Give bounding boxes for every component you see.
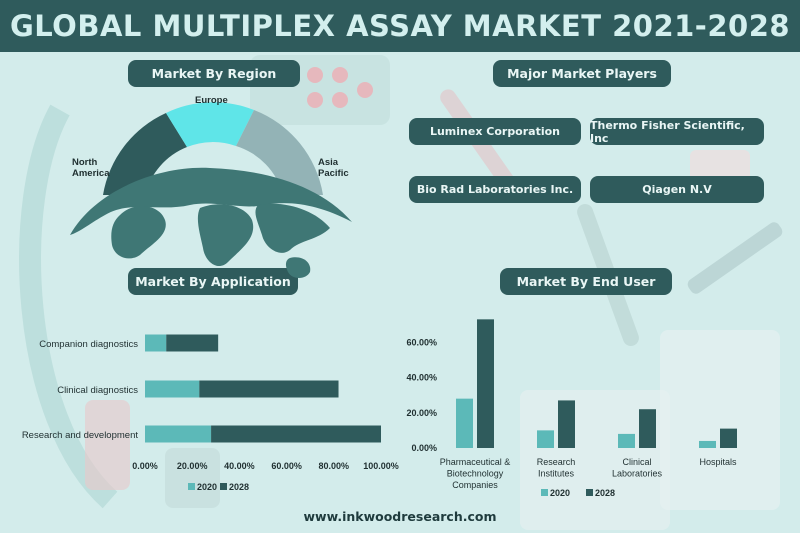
enduser-category-label: Clinical Laboratories [612, 457, 663, 479]
region-arc-north-america [103, 113, 187, 195]
player-qiagen: Qiagen N.V [590, 176, 764, 203]
section-end-user: Market By End User [500, 268, 672, 295]
enduser-category-label: Pharmaceutical & Biotechnology Companies [440, 457, 511, 490]
app-xtick-label: 40.00% [224, 461, 255, 471]
player-thermo-fisher: Thermo Fisher Scientific, Inc [590, 118, 764, 145]
enduser-bar-2020 [537, 430, 554, 448]
section-application: Market By Application [128, 268, 298, 295]
app-legend-swatch-2020 [188, 483, 195, 490]
app-category-label: Companion diagnostics [39, 339, 138, 350]
enduser-ytick-label: 60.00% [406, 337, 437, 347]
enduser-bar-2028 [477, 319, 494, 448]
enduser-bar-2020 [618, 433, 635, 448]
enduser-ytick-label: 20.00% [406, 408, 437, 418]
app-xtick-label: 100.00% [363, 461, 399, 471]
app-bar-2028 [211, 425, 381, 443]
enduser-bar-2020 [699, 440, 716, 448]
enduser-category-label: Research Institutes [537, 457, 576, 479]
app-category-label: Research and development [22, 430, 139, 441]
enduser-ytick-label: 0.00% [411, 443, 437, 453]
app-xtick-label: 80.00% [319, 461, 350, 471]
app-bar-2020 [145, 425, 212, 443]
enduser-legend-label: 2028 [595, 488, 615, 498]
player-luminex: Luminex Corporation [409, 118, 581, 145]
enduser-legend-swatch-2020 [541, 489, 548, 496]
enduser-category-label: Hospitals [699, 457, 737, 467]
app-xtick-label: 20.00% [177, 461, 208, 471]
region-label-europe: Europe [195, 95, 228, 106]
app-category-label: Clinical diagnostics [57, 385, 138, 396]
enduser-ytick-label: 40.00% [406, 373, 437, 383]
app-legend-label: 2020 [197, 482, 217, 492]
page-title: GLOBAL MULTIPLEX ASSAY MARKET 2021-2028 [9, 9, 791, 43]
region-arc-asia-pacific [236, 110, 323, 195]
enduser-bar-2028 [558, 400, 575, 448]
globe-map [70, 167, 352, 278]
section-region: Market By Region [128, 60, 300, 87]
region-label-north-america: North America [72, 157, 110, 179]
enduser-bar-2028 [720, 428, 737, 448]
enduser-bar-2028 [639, 409, 656, 448]
app-bar-2028 [199, 380, 339, 398]
enduser-legend-label: 2020 [550, 488, 570, 498]
app-xtick-label: 0.00% [132, 461, 158, 471]
app-legend-swatch-2028 [220, 483, 227, 490]
app-legend-label: 2028 [229, 482, 249, 492]
app-bar-2020 [145, 380, 200, 398]
app-bar-2020 [145, 334, 167, 352]
app-xtick-label: 60.00% [271, 461, 302, 471]
footer-url: www.inkwoodresearch.com [303, 509, 497, 524]
title-bar: GLOBAL MULTIPLEX ASSAY MARKET 2021-2028 [0, 0, 800, 52]
region-arc-europe [166, 102, 254, 147]
player-bio-rad: Bio Rad Laboratories Inc. [409, 176, 581, 203]
section-players: Major Market Players [493, 60, 671, 87]
enduser-bar-2020 [456, 398, 473, 448]
enduser-legend-swatch-2028 [586, 489, 593, 496]
region-label-asia-pacific: Asia Pacific [318, 157, 349, 179]
app-bar-2028 [166, 334, 219, 352]
